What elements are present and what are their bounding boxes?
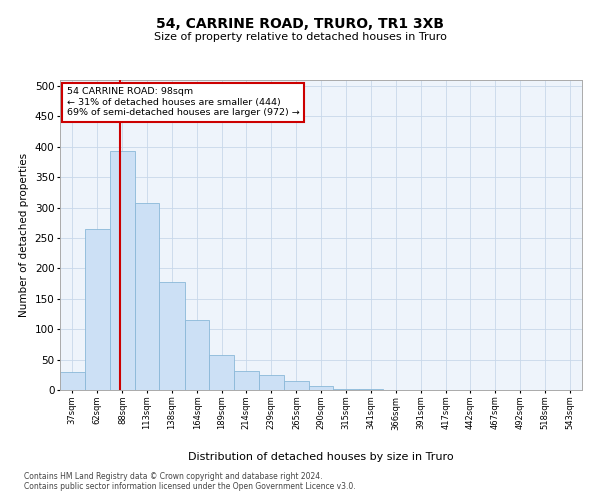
Bar	[333, 389, 359, 390]
Bar	[60, 372, 85, 390]
Bar	[284, 382, 309, 390]
Bar	[85, 229, 110, 390]
Text: Contains HM Land Registry data © Crown copyright and database right 2024.: Contains HM Land Registry data © Crown c…	[24, 472, 323, 481]
Text: Distribution of detached houses by size in Truro: Distribution of detached houses by size …	[188, 452, 454, 462]
Bar	[159, 282, 185, 390]
Bar	[209, 354, 234, 390]
Bar	[110, 151, 135, 390]
Bar	[185, 320, 209, 390]
Bar	[309, 386, 333, 390]
Y-axis label: Number of detached properties: Number of detached properties	[19, 153, 29, 317]
Text: Size of property relative to detached houses in Truro: Size of property relative to detached ho…	[154, 32, 446, 42]
Text: 54 CARRINE ROAD: 98sqm
← 31% of detached houses are smaller (444)
69% of semi-de: 54 CARRINE ROAD: 98sqm ← 31% of detached…	[67, 88, 299, 117]
Bar	[234, 370, 259, 390]
Text: 54, CARRINE ROAD, TRURO, TR1 3XB: 54, CARRINE ROAD, TRURO, TR1 3XB	[156, 18, 444, 32]
Bar	[259, 375, 284, 390]
Text: Contains public sector information licensed under the Open Government Licence v3: Contains public sector information licen…	[24, 482, 356, 491]
Bar	[135, 204, 159, 390]
